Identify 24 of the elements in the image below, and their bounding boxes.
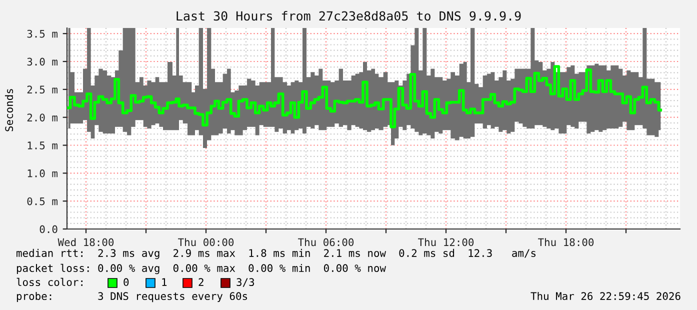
text: 1 <box>162 278 167 286</box>
y-tick-label: 2.0 m <box>27 114 58 122</box>
x-tick-label: Thu 06:00 <box>298 238 354 246</box>
text: loss color: <box>16 278 82 286</box>
text: Thu Mar 26 22:59:45 2026 <box>530 292 680 300</box>
text: packet loss: 0.00 % avg 0.00 % max 0.00 % min 0.00 % now <box>16 264 386 274</box>
text: probe: 3 DNS requests every 60s <box>16 292 248 302</box>
text: 0 <box>124 278 129 286</box>
chart-title: Last 30 Hours from 27c23e8d8a05 to DNS 9.9.9.9 <box>176 10 521 21</box>
y-tick-label: 3.5 m <box>27 30 58 38</box>
y-tick-label: 3.0 m <box>27 58 58 66</box>
text: 3/3 <box>236 278 254 287</box>
x-tick-label: Thu 12:00 <box>418 238 474 246</box>
y-tick-label: 1.0 m <box>28 169 58 178</box>
y-tick-label: 0.5 m <box>27 197 58 206</box>
y-tick-label: 1.5 m <box>28 142 58 150</box>
text: 2 <box>198 278 204 286</box>
y-tick-label: 0.0 <box>40 225 58 234</box>
text: median rtt: 2.3 ms avg 2.9 ms max 1.8 ms min 2.1 ms now 0.2 ms sd 12.3 am/s <box>16 248 536 260</box>
y-axis-title: Seconds <box>4 89 14 132</box>
y-tick-label: 2.5 m <box>27 86 58 94</box>
x-tick-label: Wed 18:00 <box>58 238 114 246</box>
x-tick-label: Thu 18:00 <box>538 238 594 246</box>
x-tick-label: Thu 00:00 <box>178 238 234 246</box>
